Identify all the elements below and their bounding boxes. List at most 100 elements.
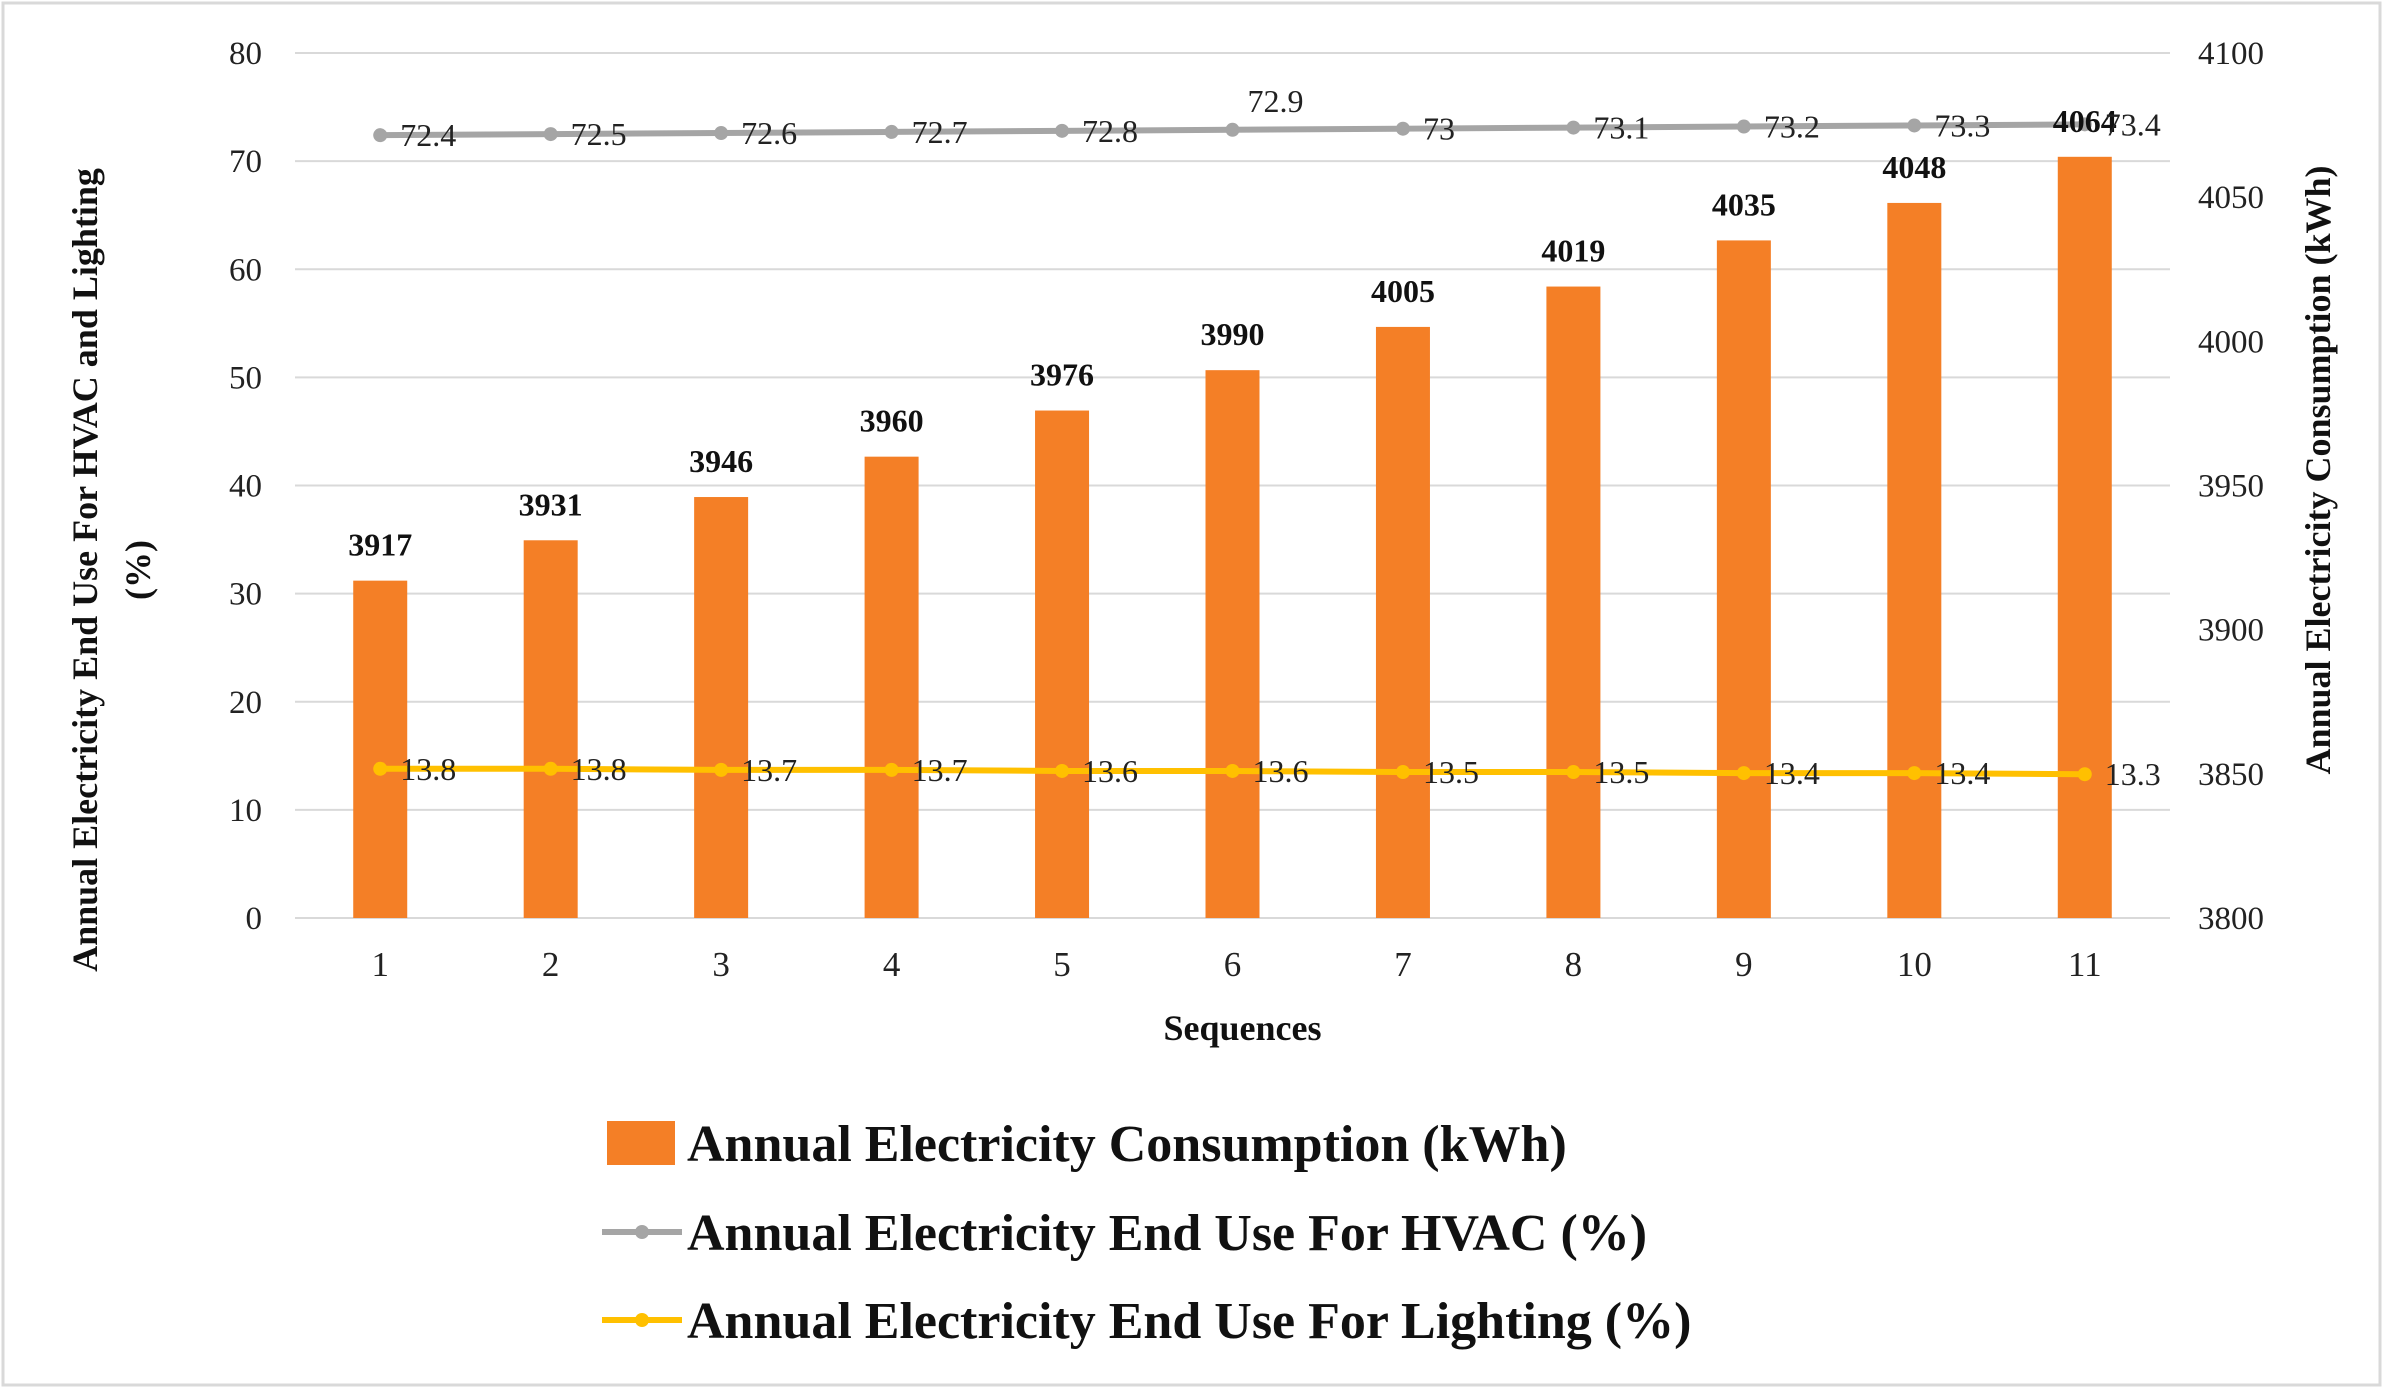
left-tick-label: 60	[229, 252, 262, 288]
category-label: 10	[1897, 945, 1932, 984]
bar	[694, 497, 749, 918]
hvac-value-label: 73.4	[2105, 106, 2161, 142]
right-axis-title: Annual Electricity Consumption (kWh)	[2298, 165, 2338, 774]
hvac-value-label: 73.1	[1593, 110, 1649, 146]
bar	[2057, 156, 2112, 919]
hvac-point	[714, 126, 729, 141]
bar-value-label: 4064	[2053, 103, 2117, 139]
hvac-point	[1395, 121, 1410, 136]
hvac-value-label: 72.4	[400, 117, 456, 153]
bar-value-label: 3990	[1201, 316, 1265, 352]
hvac-point	[1566, 120, 1581, 135]
hvac-point	[2077, 117, 2092, 132]
category-label: 9	[1735, 945, 1753, 984]
left-tick-label: 0	[246, 901, 263, 937]
lighting-point	[884, 762, 899, 777]
lighting-value-label: 13.7	[741, 752, 797, 788]
hvac-point	[1736, 119, 1751, 134]
bar-value-label: 3946	[689, 443, 753, 479]
hvac-point	[1225, 122, 1240, 137]
category-label: 3	[712, 945, 730, 984]
x-axis-title: Sequences	[1163, 1008, 1321, 1048]
lighting-point	[1907, 766, 1922, 781]
bar-value-label: 3917	[348, 527, 412, 563]
right-tick-label: 3900	[2198, 613, 2264, 649]
lighting-value-label: 13.4	[1764, 755, 1820, 791]
hvac-value-label: 73.3	[1934, 107, 1990, 143]
lighting-value-label: 13.3	[2105, 756, 2161, 792]
bar-value-label: 3931	[519, 486, 583, 522]
bar	[864, 456, 919, 918]
lighting-point	[373, 761, 388, 776]
lighting-point	[1395, 765, 1410, 780]
hvac-value-label: 72.8	[1082, 113, 1138, 149]
category-label: 11	[2068, 945, 2102, 984]
category-label: 7	[1394, 945, 1412, 984]
bar-value-label: 4048	[1882, 149, 1946, 185]
legend-swatch-bar	[607, 1121, 675, 1165]
right-tick-label: 4050	[2198, 180, 2264, 216]
legend: Annual Electricity Consumption (kWh) Annu…	[602, 1116, 1691, 1350]
left-axis-title-line2: (%)	[118, 540, 158, 600]
right-tick-label: 3800	[2198, 901, 2264, 937]
left-tick-label: 10	[229, 793, 262, 829]
category-label: 5	[1053, 945, 1071, 984]
hvac-point	[884, 124, 899, 139]
hvac-value-label: 73	[1423, 111, 1455, 147]
bar	[1716, 240, 1771, 918]
bar-value-label: 3960	[860, 403, 924, 439]
bar	[1205, 370, 1260, 919]
hvac-value-label: 72.6	[741, 115, 797, 151]
left-tick-label: 30	[229, 577, 262, 613]
bar-value-label: 4005	[1371, 273, 1435, 309]
category-label: 2	[542, 945, 560, 984]
lighting-point	[1566, 765, 1581, 780]
category-label: 1	[371, 945, 389, 984]
bar	[1035, 410, 1090, 918]
hvac-point	[543, 127, 558, 142]
lighting-point	[1736, 766, 1751, 781]
category-label: 8	[1565, 945, 1583, 984]
hvac-point	[1907, 118, 1922, 133]
category-label: 4	[883, 945, 901, 984]
hvac-value-label: 73.2	[1764, 109, 1820, 145]
lighting-value-label: 13.6	[1253, 753, 1309, 789]
right-tick-label: 3850	[2198, 757, 2264, 793]
lighting-value-label: 13.4	[1934, 755, 1990, 791]
hvac-value-label: 72.7	[912, 114, 968, 150]
bar-value-label: 3976	[1030, 357, 1094, 393]
hvac-point	[1055, 123, 1070, 138]
lighting-value-label: 13.6	[1082, 753, 1138, 789]
lighting-point	[1055, 763, 1070, 778]
legend-label: Annual Electricity Consumption (kWh)	[687, 1116, 1567, 1173]
legend-swatch-marker	[635, 1313, 649, 1327]
bar	[1375, 326, 1430, 919]
bar	[523, 540, 578, 918]
lighting-point	[1225, 763, 1240, 778]
lighting-point	[543, 761, 558, 776]
lighting-value-label: 13.8	[571, 751, 627, 787]
lighting-value-label: 13.5	[1423, 754, 1479, 790]
left-axis-title-line1: Annual Electricity End Use For HVAC and …	[65, 168, 105, 972]
axes: 0102030405060708038003850390039504000405…	[65, 36, 2338, 1048]
hvac-point	[373, 128, 388, 143]
bar	[353, 580, 408, 918]
legend-label: Annual Electricity End Use For Lighting …	[687, 1293, 1691, 1350]
left-tick-label: 70	[229, 144, 262, 180]
lighting-value-label: 13.7	[912, 752, 968, 788]
bar-series	[353, 156, 2112, 919]
lighting-value-label: 13.8	[400, 751, 456, 787]
legend-label: Annual Electricity End Use For HVAC (%)	[687, 1205, 1647, 1262]
bar	[1546, 286, 1601, 918]
hvac-value-label: 72.9	[1248, 83, 1304, 119]
bar	[1887, 202, 1942, 918]
hvac-value-label: 72.5	[571, 116, 627, 152]
lighting-point	[714, 762, 729, 777]
lighting-point	[2077, 767, 2092, 782]
left-tick-label: 20	[229, 685, 262, 721]
line-series	[373, 117, 2092, 782]
right-tick-label: 4000	[2198, 324, 2264, 360]
legend-swatch-marker	[635, 1225, 649, 1239]
